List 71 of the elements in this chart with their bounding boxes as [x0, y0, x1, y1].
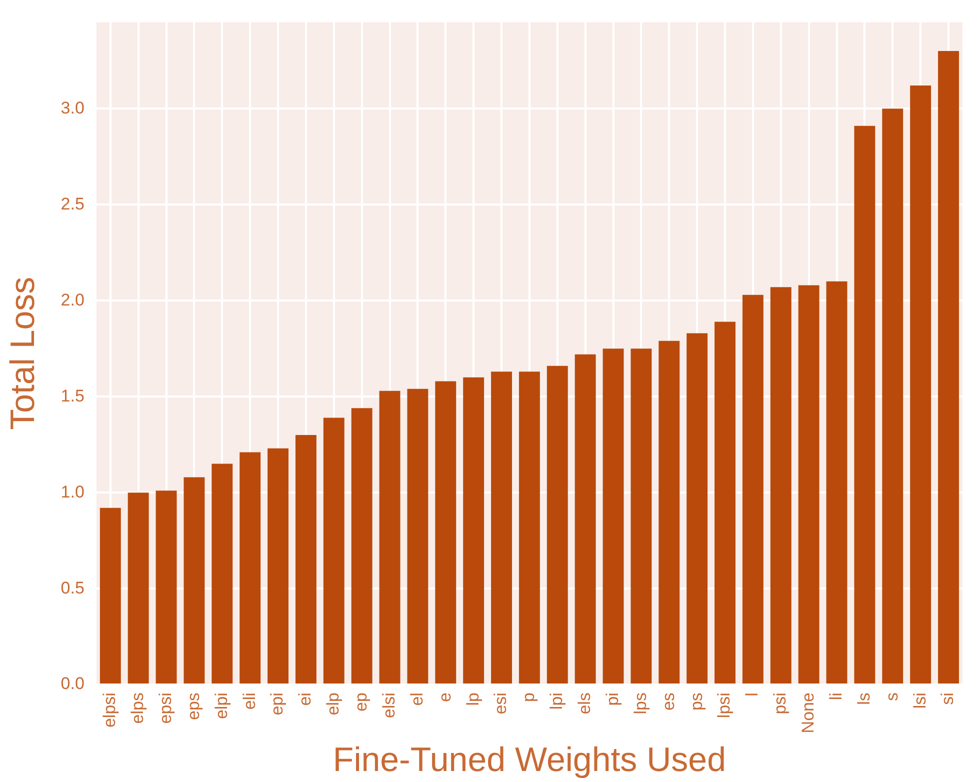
bar [686, 333, 708, 684]
x-tick-label: ep [352, 692, 371, 712]
bar [156, 490, 177, 684]
bar [184, 477, 205, 684]
x-tick-label: epsi [156, 692, 175, 724]
x-tick-label: e [435, 692, 454, 702]
y-tick-label: 1.5 [60, 386, 84, 406]
bar [742, 294, 764, 684]
bar [240, 452, 261, 684]
bar [100, 508, 121, 684]
x-tick-label: lsi [910, 692, 930, 709]
x-tick-label: lpi [547, 692, 566, 710]
bar [770, 287, 792, 684]
y-axis-title: Total Loss [4, 276, 42, 430]
y-tick-label: 2.0 [60, 290, 84, 310]
x-tick-label: si [938, 692, 958, 705]
bar [826, 281, 848, 684]
bar [910, 86, 932, 684]
x-tick-label: elp [324, 692, 343, 716]
x-tick-label: elsi [379, 692, 398, 718]
x-tick-label: eps [184, 692, 203, 720]
bar [882, 108, 904, 684]
bar [630, 348, 652, 684]
bar [463, 377, 484, 684]
bar [714, 322, 736, 684]
bar [491, 372, 512, 684]
bar [212, 464, 233, 684]
x-tick-label: li [826, 692, 846, 700]
bar [938, 51, 959, 684]
bar [518, 372, 540, 684]
x-tick-label: els [575, 692, 594, 714]
y-tick-label: 1.0 [60, 482, 84, 502]
x-tick-label: eli [240, 692, 259, 710]
bar [546, 366, 568, 684]
x-tick-label: epi [268, 692, 287, 716]
bar [602, 348, 624, 684]
x-tick-label: elpsi [100, 692, 120, 728]
x-tick-label: ls [854, 692, 874, 705]
x-tick-label: lps [630, 692, 650, 714]
x-tick-label: None [798, 692, 818, 734]
x-tick-label: ps [686, 692, 706, 711]
bar [128, 492, 149, 684]
bar [268, 448, 288, 684]
x-tick-label: elpi [212, 692, 231, 720]
x-tick-label: s [882, 692, 902, 702]
x-tick-label: pi [602, 692, 622, 706]
bar [658, 340, 680, 684]
x-tick-label: ei [296, 692, 315, 706]
bar [323, 418, 344, 684]
x-tick-label: p [519, 692, 538, 702]
y-tick-label: 3.0 [60, 98, 84, 118]
x-axis-title: Fine-Tuned Weights Used [332, 740, 726, 779]
bar [295, 434, 316, 684]
bar [407, 388, 428, 684]
y-tick-label: 2.5 [60, 194, 84, 214]
x-tick-label: elps [128, 692, 148, 724]
bar [798, 285, 820, 684]
bar [379, 390, 400, 684]
y-tick-label: 0.0 [60, 674, 84, 694]
x-tick-label: psi [770, 692, 790, 714]
x-tick-label: es [658, 692, 678, 711]
bar [854, 126, 876, 684]
y-tick-label: 0.5 [60, 578, 84, 598]
x-tick-label: el [407, 692, 426, 706]
x-tick-label: lp [463, 692, 482, 706]
bar [351, 408, 372, 684]
x-tick-label: esi [491, 692, 510, 714]
x-tick-label: l [742, 692, 762, 696]
bar [435, 381, 456, 684]
bar [574, 354, 596, 684]
x-tick-label: lpsi [714, 692, 734, 718]
